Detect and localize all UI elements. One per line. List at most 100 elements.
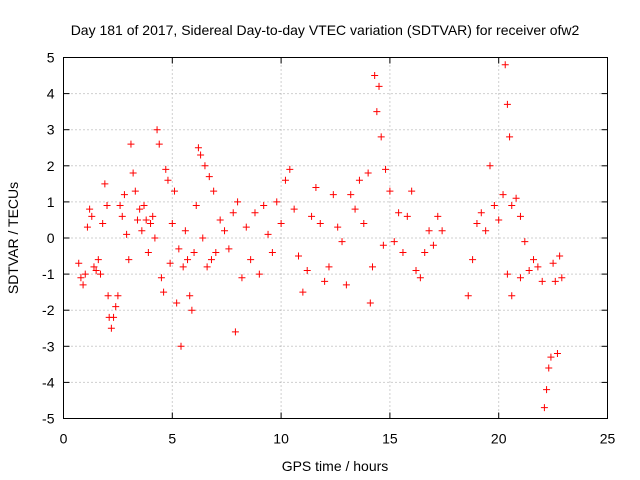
data-point	[347, 191, 355, 199]
data-point	[125, 256, 133, 264]
data-point	[75, 259, 83, 267]
data-point	[364, 169, 372, 177]
data-point	[429, 241, 437, 249]
data-point	[469, 256, 477, 264]
data-point	[299, 288, 307, 296]
data-point	[177, 342, 185, 350]
data-point	[329, 191, 337, 199]
data-point	[104, 292, 112, 300]
y-tick-label: -4	[42, 374, 55, 390]
data-point	[553, 350, 561, 358]
y-axis-label: SDTVAR / TECUs	[5, 182, 21, 294]
data-point	[316, 220, 324, 228]
data-point	[312, 183, 320, 191]
data-point	[512, 194, 520, 202]
y-tick-label: 3	[47, 122, 55, 138]
data-point	[549, 259, 557, 267]
data-point	[212, 248, 220, 256]
data-point	[201, 162, 209, 170]
data-point	[490, 202, 498, 210]
data-point	[334, 223, 342, 231]
data-point	[160, 288, 168, 296]
data-point	[508, 292, 516, 300]
data-point	[99, 220, 107, 228]
data-point	[425, 227, 433, 235]
data-point	[188, 306, 196, 314]
data-point	[184, 256, 192, 264]
data-point	[399, 248, 407, 256]
data-point	[355, 176, 363, 184]
data-point	[197, 151, 205, 159]
data-point	[375, 82, 383, 90]
data-point	[508, 202, 516, 210]
data-point	[264, 230, 272, 238]
data-point	[530, 256, 538, 264]
data-point	[501, 61, 509, 69]
y-tick-label: 1	[47, 194, 55, 210]
data-point	[207, 256, 215, 264]
x-tick-label: 20	[491, 431, 507, 447]
data-point	[101, 180, 109, 188]
data-point	[114, 292, 122, 300]
data-point	[534, 263, 542, 271]
data-point	[192, 202, 200, 210]
chart-title: Day 181 of 2017, Sidereal Day-to-day VTE…	[71, 22, 580, 38]
data-point	[203, 263, 211, 271]
data-point	[540, 404, 548, 412]
data-point	[473, 220, 481, 228]
data-point	[162, 165, 170, 173]
data-point	[179, 263, 187, 271]
data-point	[242, 223, 250, 231]
data-point	[140, 202, 148, 210]
data-point	[199, 234, 207, 242]
data-point	[112, 303, 120, 311]
data-point	[173, 299, 181, 307]
x-tick-label: 25	[600, 431, 616, 447]
data-point	[486, 162, 494, 170]
data-point	[144, 248, 152, 256]
data-point	[151, 234, 159, 242]
data-point	[110, 313, 118, 321]
x-tick-label: 5	[168, 431, 176, 447]
data-point	[325, 263, 333, 271]
data-point	[238, 274, 246, 282]
data-point	[543, 386, 551, 394]
data-point	[495, 216, 503, 224]
data-point	[547, 353, 555, 361]
data-point	[373, 108, 381, 116]
grid-lines	[63, 57, 608, 419]
data-point	[168, 220, 176, 228]
data-point	[247, 256, 255, 264]
data-point	[521, 238, 529, 246]
data-point	[366, 299, 374, 307]
data-point	[351, 205, 359, 213]
data-point	[286, 165, 294, 173]
data-point	[81, 270, 89, 278]
data-point	[133, 216, 141, 224]
data-point	[96, 270, 104, 278]
data-point	[194, 144, 202, 152]
data-point	[545, 364, 553, 372]
y-tick-label: -2	[42, 302, 55, 318]
data-point	[538, 277, 546, 285]
data-point	[295, 252, 303, 260]
data-point	[116, 202, 124, 210]
data-point	[166, 259, 174, 267]
data-point	[371, 72, 379, 80]
data-point	[516, 274, 524, 282]
data-point	[558, 274, 566, 282]
x-axis-label: GPS time / hours	[282, 458, 389, 474]
data-point	[127, 140, 135, 148]
data-point	[516, 212, 524, 220]
data-point	[260, 202, 268, 210]
y-tick-label: 4	[47, 86, 55, 102]
data-point	[506, 133, 514, 141]
data-point	[79, 281, 87, 289]
data-point	[273, 198, 281, 206]
data-point	[434, 212, 442, 220]
x-tick-label: 10	[273, 431, 289, 447]
x-tick-label: 15	[382, 431, 398, 447]
data-point	[525, 266, 533, 274]
data-point	[210, 187, 218, 195]
